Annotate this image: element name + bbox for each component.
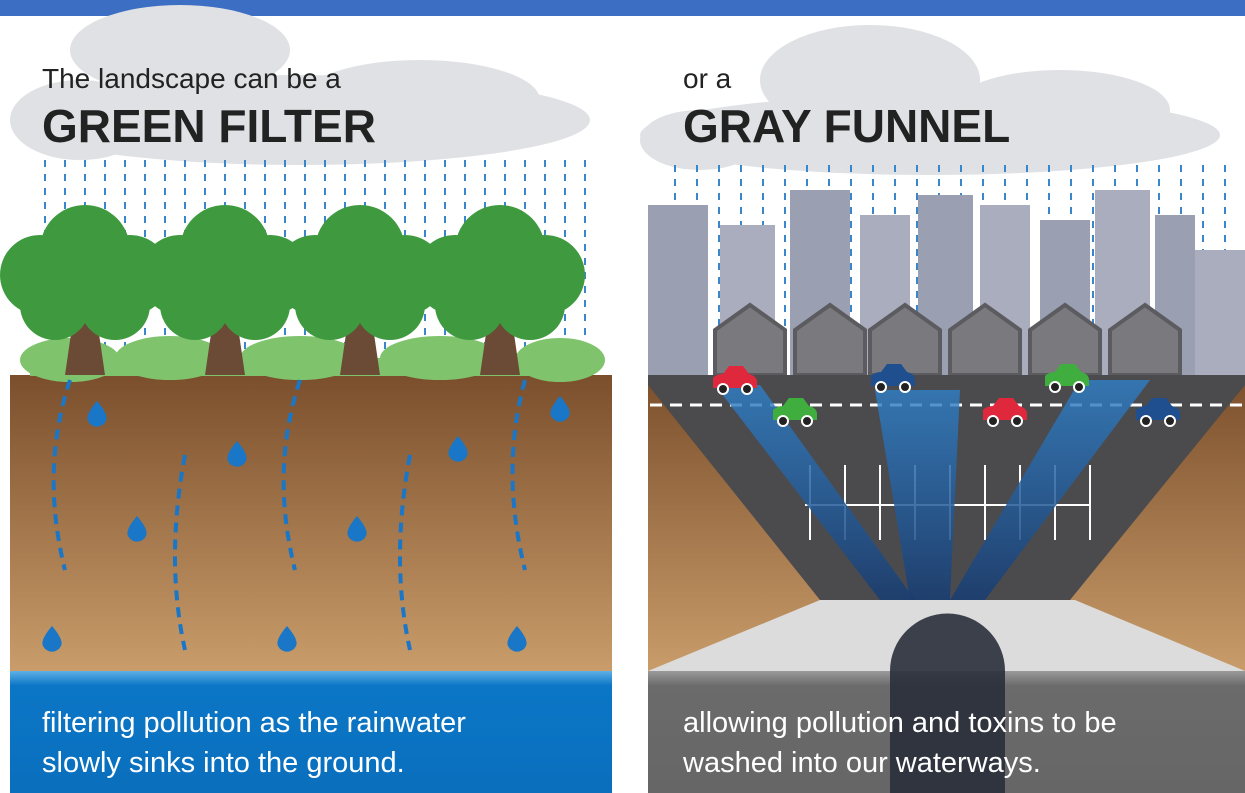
right-panel: or a GRAY FUNNEL allowing pollution and …	[640, 25, 1245, 793]
canopy	[160, 270, 230, 340]
canopy	[295, 270, 365, 340]
intro: or a	[683, 63, 732, 94]
title: GRAY FUNNEL	[683, 100, 1010, 152]
wheel	[1074, 382, 1084, 392]
intro: The landscape can be a	[42, 63, 341, 94]
wheel	[988, 416, 998, 426]
wheel	[876, 382, 886, 392]
wheel	[900, 382, 910, 392]
wheel	[1141, 416, 1151, 426]
wheel	[742, 384, 752, 394]
infographic: The landscape can be a GREEN FILTER filt…	[0, 0, 1245, 793]
canopy	[355, 270, 425, 340]
wheel	[1165, 416, 1175, 426]
wheel	[1012, 416, 1022, 426]
wheel	[778, 416, 788, 426]
canopy	[20, 270, 90, 340]
canopy	[80, 270, 150, 340]
caption-line: washed into our waterways.	[682, 747, 1041, 779]
canopy	[435, 270, 505, 340]
wheel	[1050, 382, 1060, 392]
left-panel: The landscape can be a GREEN FILTER filt…	[0, 5, 612, 793]
caption-line: allowing pollution and toxins to be	[683, 707, 1117, 739]
page: The landscape can be a GREEN FILTER filt…	[0, 0, 1245, 793]
title: GREEN FILTER	[42, 100, 376, 152]
wheel	[802, 416, 812, 426]
wheel	[718, 384, 728, 394]
caption-line: slowly sinks into the ground.	[42, 747, 405, 779]
canopy	[495, 270, 565, 340]
caption-line: filtering pollution as the rainwater	[42, 707, 466, 739]
